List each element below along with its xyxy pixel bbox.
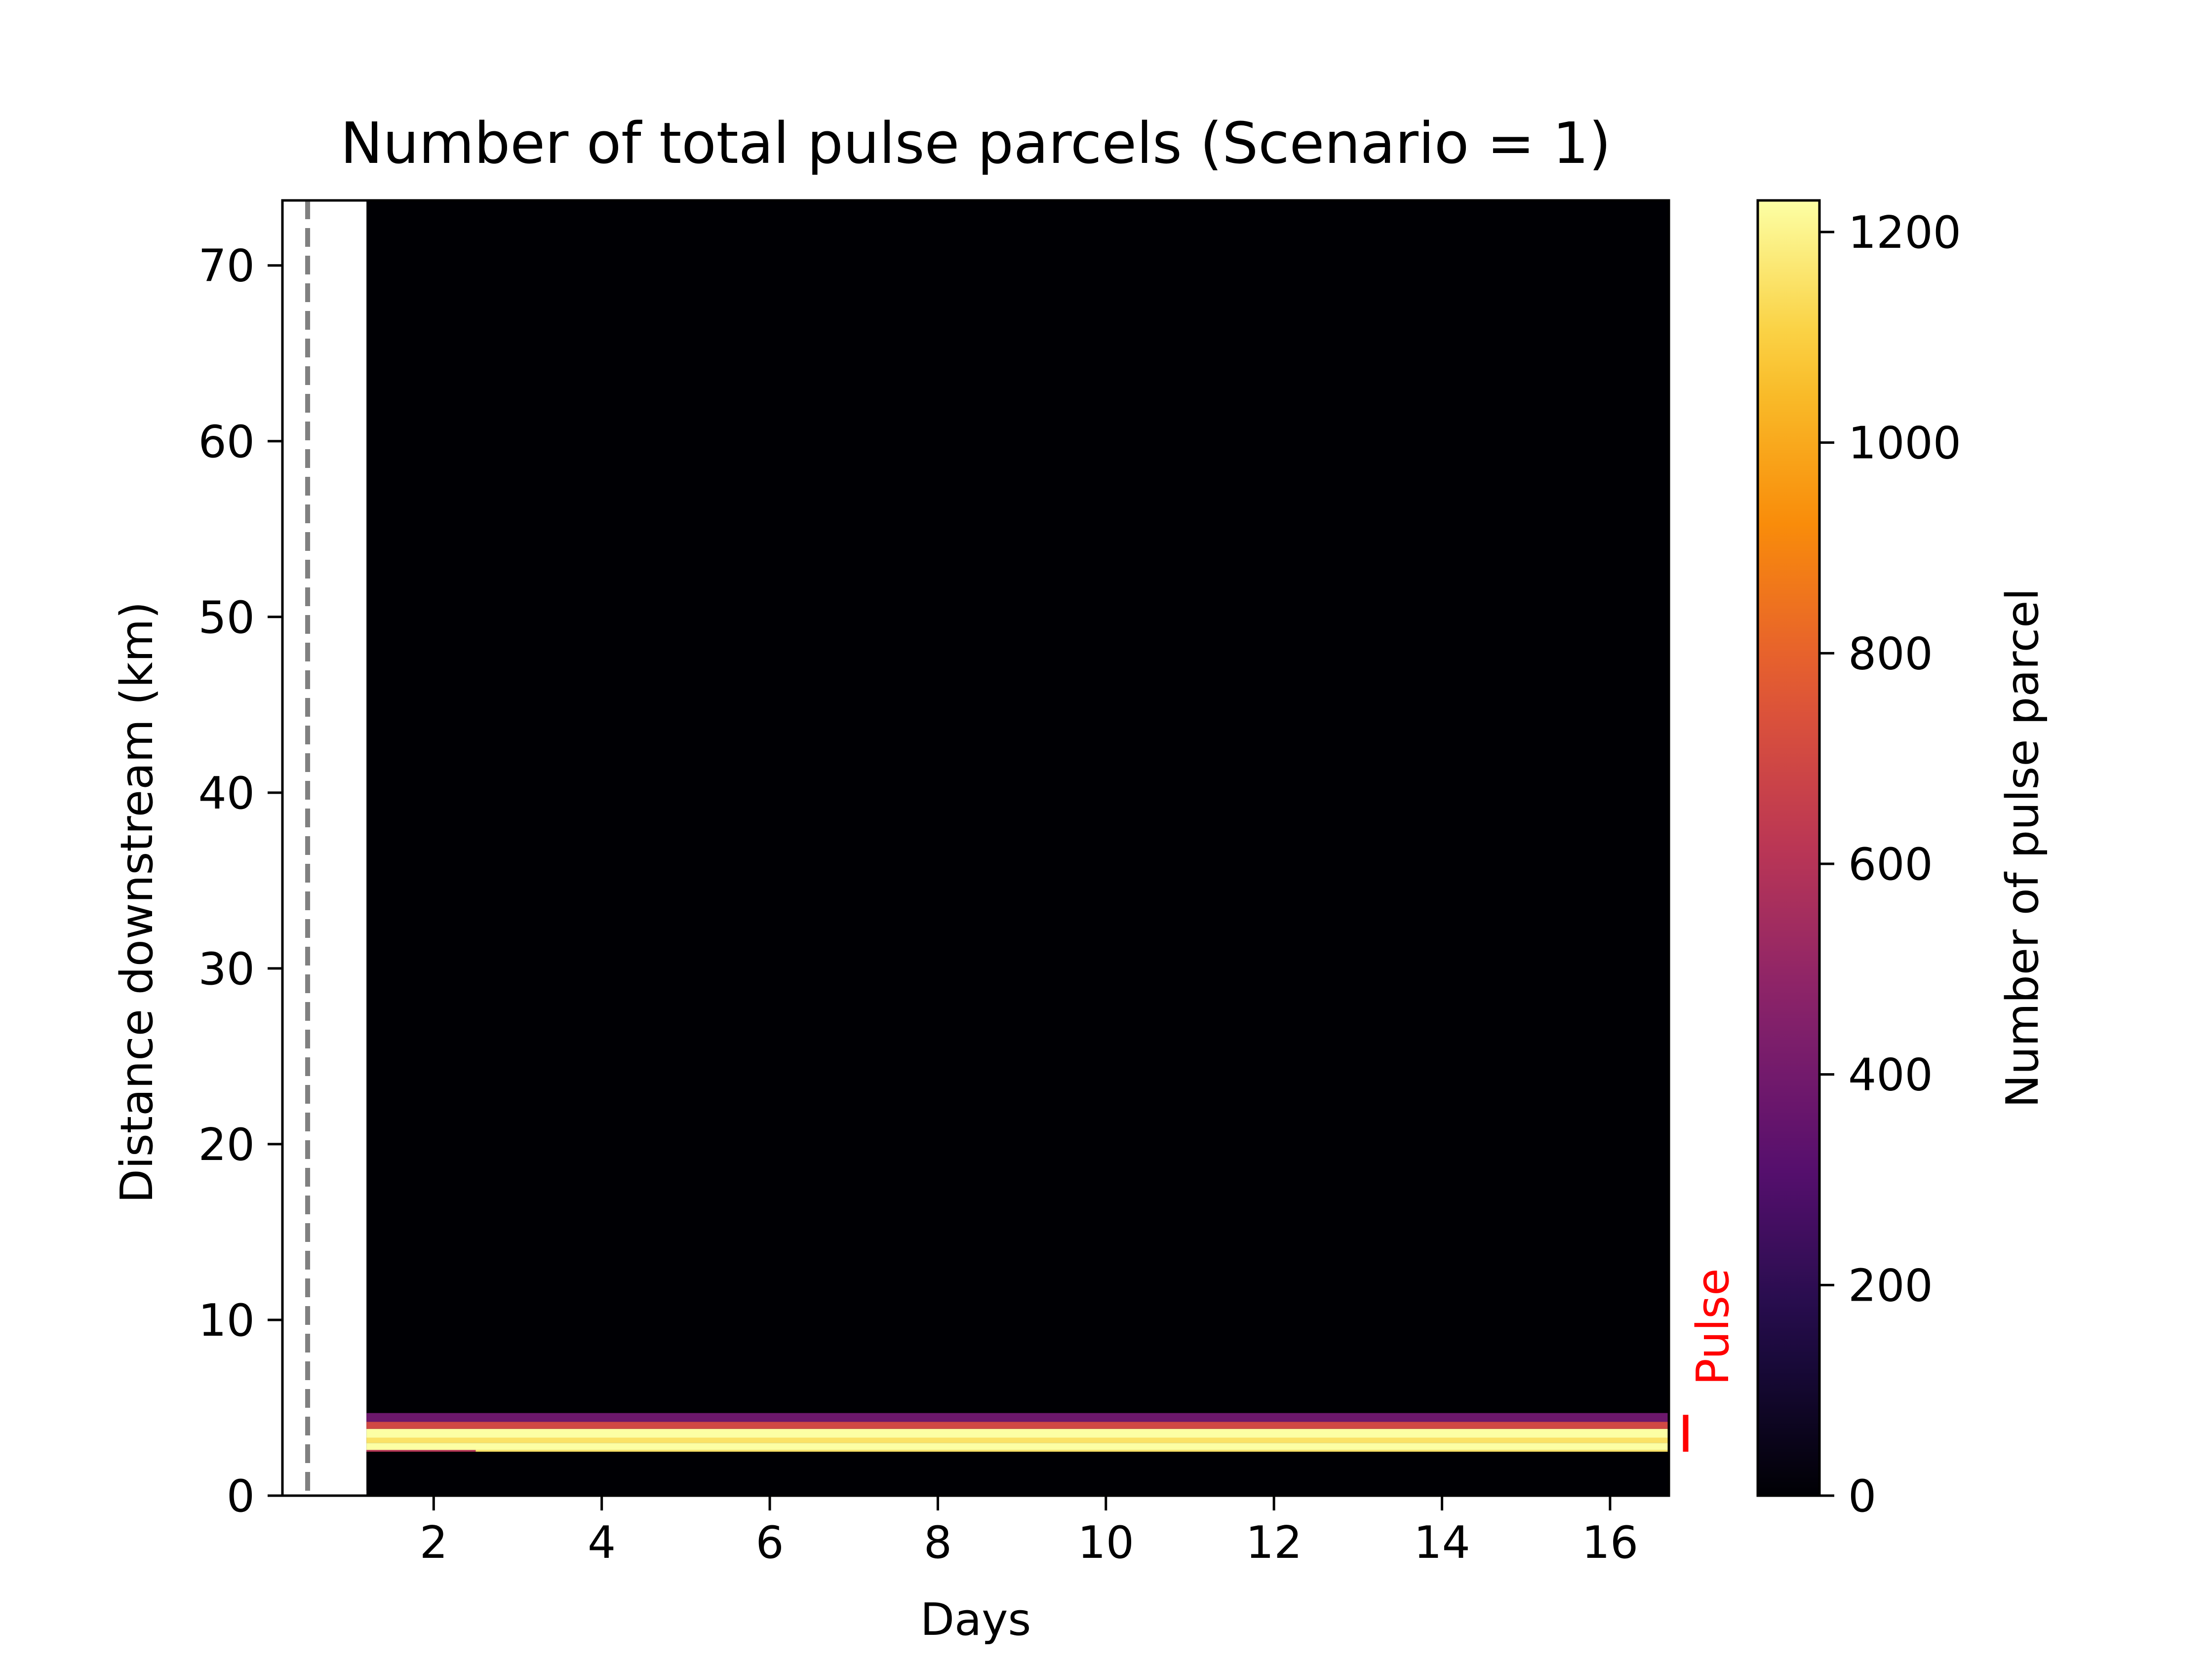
x-tick-label: 14 [1414, 1517, 1470, 1569]
colorbar-tick-label: 0 [1848, 1470, 1876, 1522]
x-tick-label: 16 [1582, 1517, 1639, 1569]
colorbar-tick-label: 800 [1848, 628, 1933, 680]
colorbar-tick-label: 400 [1848, 1049, 1933, 1101]
colorbar: 0 200 400 600 800 1000 1200 [1756, 199, 1961, 1522]
colorbar-tick-label: 200 [1848, 1260, 1933, 1312]
x-tick-label: 8 [924, 1517, 952, 1569]
y-axis-label: Distance downstream (km) [111, 602, 163, 1203]
plot-frame [281, 199, 1670, 1497]
heatmap-cell [366, 1422, 1669, 1429]
y-tick-label: 60 [198, 416, 255, 468]
x-tick-label: 2 [420, 1517, 448, 1569]
heatmap-cell [366, 1451, 1669, 1491]
plot-area [281, 199, 1670, 1497]
x-tick-label: 4 [588, 1517, 616, 1569]
annotation-layer: Pulse [1683, 1269, 1739, 1452]
x-tick-label: 6 [755, 1517, 784, 1569]
colorbar-tick-label: 1200 [1848, 207, 1961, 259]
x-tick-label: 12 [1246, 1517, 1303, 1569]
heatmap-cell [366, 1413, 1669, 1422]
y-tick-label: 50 [198, 592, 255, 644]
heatmap-cell [366, 1450, 476, 1452]
x-axis-label: Days [920, 1594, 1031, 1646]
y-tick-label: 20 [198, 1119, 255, 1171]
y-tick-label: 30 [198, 943, 255, 995]
y-tick-label: 10 [198, 1295, 255, 1347]
y-tick-label: 70 [198, 240, 255, 292]
heatmap-background [366, 200, 1669, 1496]
y-tick-label: 0 [227, 1470, 255, 1522]
chart-title: Number of total pulse parcels (Scenario … [340, 111, 1611, 177]
heatmap-cell [366, 1443, 1669, 1450]
y-axis: 0 10 20 30 40 50 60 70 [198, 240, 282, 1522]
heatmap-cell [475, 1450, 1669, 1452]
colorbar-tick-label: 600 [1848, 839, 1933, 890]
x-tick-label: 10 [1078, 1517, 1135, 1569]
colorbar-gradient [1756, 199, 1821, 1497]
colorbar-label: Number of pulse parcel [1997, 588, 2049, 1108]
x-axis: 2 4 6 8 10 12 14 16 [420, 1496, 1638, 1569]
y-tick-label: 40 [198, 768, 255, 819]
colorbar-tick-label: 1000 [1848, 418, 1961, 469]
heatmap-cell [366, 1429, 1669, 1438]
heatmap-cell [366, 1437, 1669, 1443]
pulse-label: Pulse [1687, 1269, 1739, 1386]
